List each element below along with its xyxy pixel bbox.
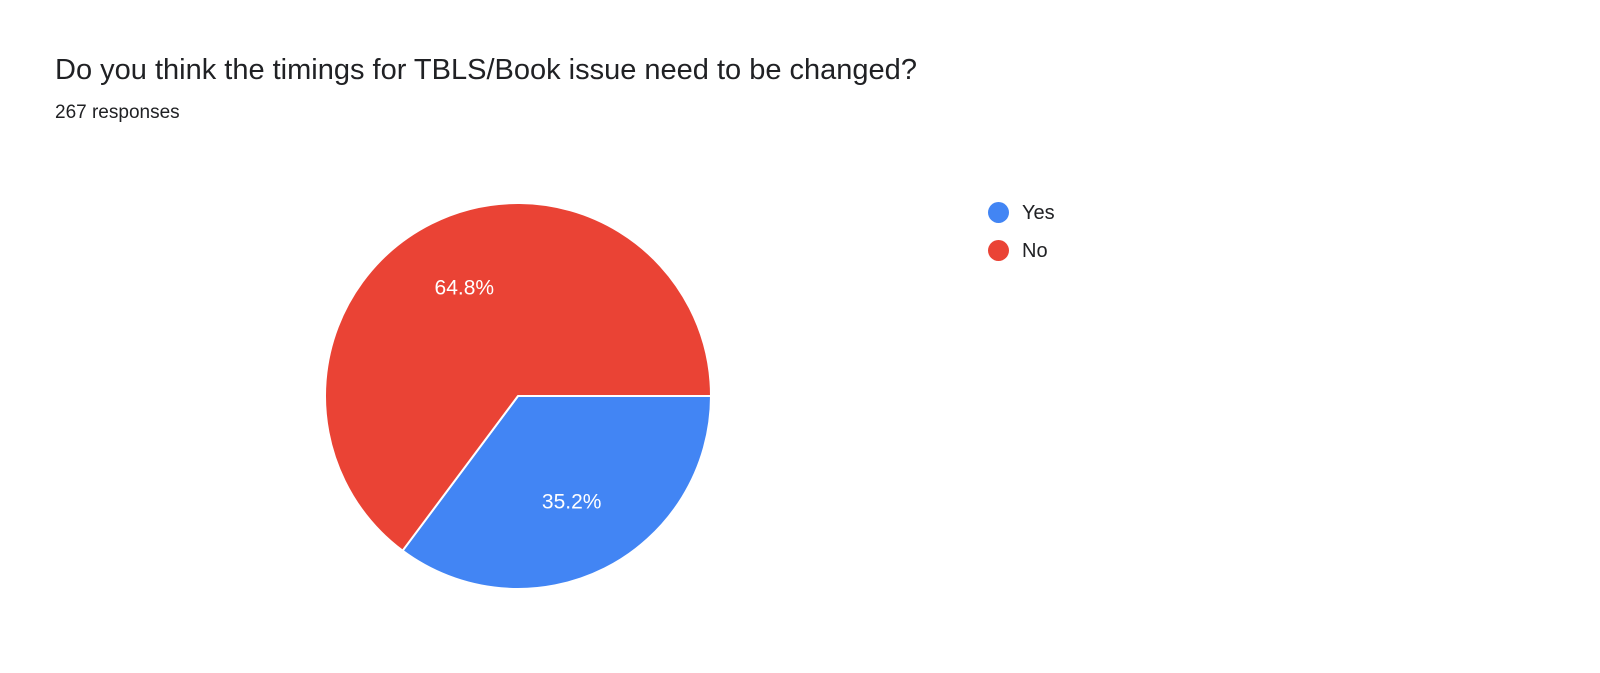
slice-value-label-yes: 35.2% bbox=[542, 491, 602, 514]
legend-label: Yes bbox=[1022, 201, 1055, 224]
pie-svg: 35.2% 64.8% bbox=[324, 202, 712, 590]
chart-legend: Yes No bbox=[988, 202, 1055, 278]
pie-slice-no[interactable] bbox=[324, 202, 712, 552]
chart-header: Do you think the timings for TBLS/Book i… bbox=[55, 52, 917, 124]
legend-item-no: No bbox=[988, 240, 1055, 261]
legend-label: No bbox=[1022, 239, 1048, 262]
legend-item-yes: Yes bbox=[988, 202, 1055, 223]
question-title: Do you think the timings for TBLS/Book i… bbox=[55, 54, 917, 86]
legend-swatch-yes bbox=[988, 202, 1009, 223]
legend-swatch-no bbox=[988, 240, 1009, 261]
pie-slice-yes[interactable] bbox=[401, 395, 712, 590]
responses-count: 267 responses bbox=[55, 102, 180, 124]
slice-value-label-no: 64.8% bbox=[435, 277, 495, 300]
